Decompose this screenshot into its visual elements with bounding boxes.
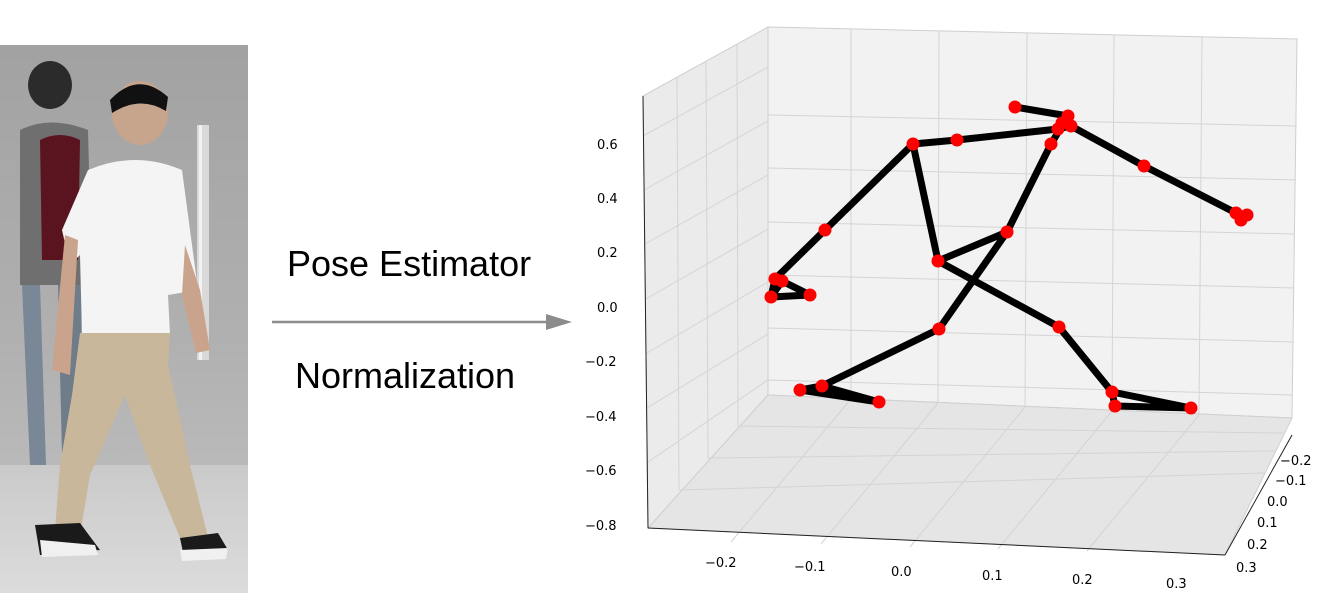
plot-panes bbox=[642, 26, 1298, 556]
y-tick-label: 0.2 bbox=[1247, 538, 1268, 553]
skeleton-bone bbox=[909, 136, 961, 148]
skeleton-3d-plot: 0.6 0.4 0.2 0.0 −0.2 −0.4 −0.6 −0.8 −0.2… bbox=[585, 26, 1312, 592]
axis-lines bbox=[642, 95, 1293, 556]
z-tick-label: −0.4 bbox=[585, 410, 617, 425]
skeleton-joints bbox=[764, 100, 1254, 415]
joint-point bbox=[815, 379, 829, 393]
z-tick-label: 0.0 bbox=[597, 301, 618, 316]
skeleton-bone bbox=[818, 382, 883, 406]
skeleton-bone bbox=[1140, 162, 1240, 217]
normalization-label: Normalization bbox=[295, 355, 516, 396]
x-tick-label: 0.0 bbox=[891, 565, 912, 580]
skeleton-bone bbox=[934, 257, 1063, 331]
skeleton-bone bbox=[1011, 103, 1072, 120]
joint-point bbox=[803, 288, 817, 302]
joint-point bbox=[1108, 399, 1122, 413]
x-tick-label: 0.1 bbox=[982, 569, 1003, 584]
skeleton-bone bbox=[1055, 323, 1116, 396]
skeleton-bone bbox=[818, 325, 943, 390]
joint-point bbox=[764, 290, 778, 304]
joint-point bbox=[872, 395, 886, 409]
joint-point bbox=[906, 137, 920, 151]
z-tick-label: 0.6 bbox=[597, 138, 618, 153]
joint-point bbox=[1184, 401, 1198, 415]
joint-point bbox=[1064, 119, 1078, 133]
joint-point bbox=[1105, 385, 1119, 399]
z-tick-label: −0.8 bbox=[585, 519, 617, 534]
y-tick-label: −0.2 bbox=[1280, 454, 1312, 469]
x-tick-label: −0.2 bbox=[705, 556, 737, 571]
y-tick-label: 0.3 bbox=[1236, 561, 1257, 576]
x-tick-label: −0.1 bbox=[794, 560, 826, 575]
joint-point bbox=[818, 223, 832, 237]
skeleton-bone bbox=[771, 226, 829, 283]
joint-point bbox=[1008, 100, 1022, 114]
z-tick-label: −0.6 bbox=[585, 464, 617, 479]
bottom-axis-ticks: −0.2 −0.1 0.0 0.1 0.2 0.3 bbox=[705, 556, 1187, 592]
skeleton-bone bbox=[953, 125, 1062, 144]
joint-point bbox=[931, 254, 945, 268]
joint-point bbox=[950, 133, 964, 147]
depth-axis-ticks: −0.2 −0.1 0.0 0.1 0.2 0.3 bbox=[1236, 454, 1312, 576]
skeleton-bone bbox=[934, 228, 1011, 265]
z-tick-label: 0.4 bbox=[597, 192, 618, 207]
grid-lines bbox=[642, 29, 1298, 552]
joint-point bbox=[932, 322, 946, 336]
x-tick-label: 0.3 bbox=[1166, 577, 1187, 592]
joint-point bbox=[1051, 122, 1065, 136]
process-arrow bbox=[272, 314, 572, 330]
pose-estimator-label: Pose Estimator bbox=[287, 243, 532, 284]
skeleton-bone bbox=[909, 140, 942, 265]
y-tick-label: −0.1 bbox=[1275, 474, 1307, 489]
joint-point bbox=[1000, 225, 1014, 239]
y-tick-label: 0.0 bbox=[1267, 495, 1288, 510]
skeleton-bone bbox=[1003, 140, 1055, 236]
x-tick-label: 0.2 bbox=[1072, 573, 1093, 588]
y-tick-label: 0.1 bbox=[1257, 516, 1278, 531]
z-tick-label: −0.2 bbox=[585, 355, 617, 370]
skeleton-bone bbox=[1108, 388, 1195, 412]
vertical-axis-ticks: 0.6 0.4 0.2 0.0 −0.2 −0.4 −0.6 −0.8 bbox=[585, 138, 618, 534]
joint-point bbox=[775, 274, 789, 288]
skeleton-bone bbox=[1067, 122, 1148, 170]
joint-point bbox=[1052, 320, 1066, 334]
skeleton-bone bbox=[821, 140, 917, 234]
person-photo bbox=[0, 45, 248, 593]
z-tick-label: 0.2 bbox=[597, 246, 618, 261]
joint-point bbox=[1240, 208, 1254, 222]
joint-point bbox=[1137, 159, 1151, 173]
joint-point bbox=[1044, 137, 1058, 151]
joint-point bbox=[793, 383, 807, 397]
